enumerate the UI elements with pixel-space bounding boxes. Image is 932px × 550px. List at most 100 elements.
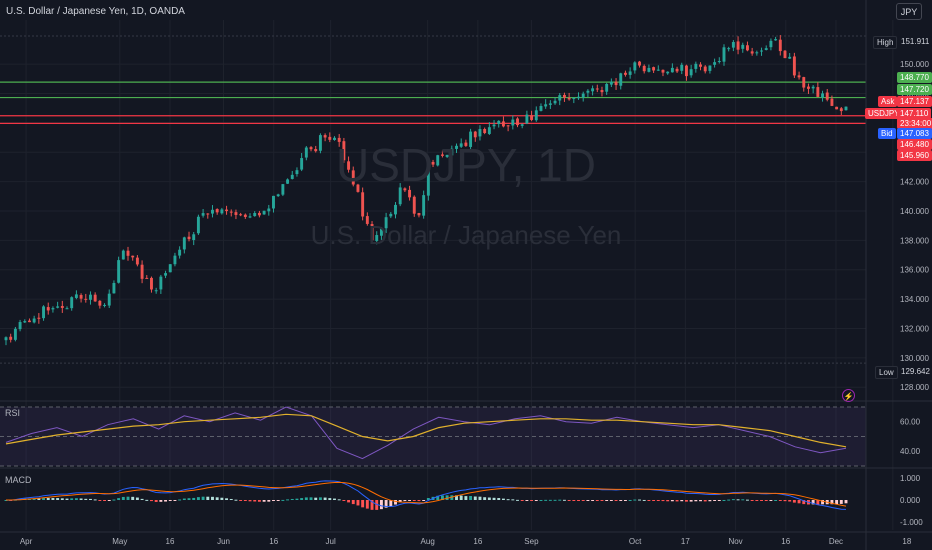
time-tick-label: Sep — [524, 537, 539, 546]
macd-histogram-bar — [220, 497, 224, 500]
candle-body — [708, 65, 712, 71]
candle-body — [28, 320, 31, 323]
macd-histogram-bar — [633, 499, 637, 501]
macd-histogram-bar — [196, 497, 200, 500]
price-tick-label: 130.000 — [900, 354, 929, 363]
candle-body — [328, 136, 332, 140]
candle-body — [286, 179, 290, 184]
candle-body — [680, 64, 684, 71]
candle-body — [262, 210, 266, 215]
macd-histogram-bar — [318, 497, 322, 500]
macd-histogram-bar — [530, 500, 534, 501]
macd-histogram-bar — [638, 499, 641, 501]
macd-histogram-bar — [647, 500, 651, 501]
macd-histogram-bar — [525, 500, 529, 501]
candle-body — [135, 257, 139, 265]
candle-body — [323, 135, 327, 138]
macd-histogram-bar — [675, 500, 679, 502]
macd-histogram-bar — [173, 500, 177, 501]
symbol-label-tag: USDJPY — [865, 108, 903, 119]
macd-histogram-bar — [666, 500, 670, 502]
macd-histogram-bar — [497, 498, 501, 500]
macd-histogram-bar — [300, 498, 304, 500]
macd-histogram-bar — [835, 500, 839, 505]
macd-histogram-bar — [520, 500, 524, 501]
price-tick-label: 128.000 — [900, 383, 929, 392]
candle-body — [46, 307, 50, 311]
macd-histogram-bar — [708, 500, 712, 502]
candle-body — [426, 162, 430, 196]
candle-body — [684, 65, 688, 77]
price-tick-label: 134.000 — [900, 295, 929, 304]
macd-histogram-bar — [811, 500, 815, 505]
macd-histogram-bar — [422, 500, 426, 501]
currency-button[interactable]: JPY — [896, 3, 922, 20]
candle-body — [745, 45, 749, 51]
candle-body — [239, 214, 243, 216]
macd-histogram-bar — [595, 500, 599, 501]
macd-histogram-bar — [201, 496, 205, 500]
candle-body — [248, 216, 252, 218]
macd-histogram-bar — [304, 497, 308, 500]
lightning-icon[interactable]: ⚡ — [842, 389, 855, 402]
macd-histogram-bar — [234, 499, 238, 501]
time-tick-label: Apr — [20, 537, 33, 546]
candle-body — [314, 149, 318, 152]
macd-histogram-bar — [70, 498, 74, 500]
time-tick-label: Dec — [829, 537, 843, 546]
macd-histogram-bar — [42, 497, 45, 500]
last-price-tag: 147.110 — [897, 108, 932, 119]
macd-histogram-bar — [211, 496, 214, 500]
candle-body — [506, 125, 510, 127]
candle-body — [699, 64, 702, 67]
macd-histogram-bar — [506, 499, 510, 501]
rsi-label: RSI — [5, 408, 21, 418]
macd-histogram-bar — [501, 498, 505, 500]
rsi-ma-line — [5, 413, 847, 448]
candle-body — [375, 235, 379, 241]
macd-histogram-bar — [816, 500, 820, 505]
bid-value-tag: 147.083 — [897, 128, 932, 139]
candle-body — [79, 295, 83, 299]
candle-body — [394, 204, 397, 215]
macd-histogram-bar — [755, 500, 759, 501]
macd-histogram-bar — [783, 500, 787, 502]
macd-histogram-bar — [797, 500, 801, 504]
macd-histogram-bar — [379, 500, 383, 510]
candle-body — [309, 147, 313, 150]
macd-histogram-bar — [670, 500, 674, 502]
ask-label-tag: Ask — [878, 96, 898, 107]
low-label-tag: Low — [875, 366, 898, 379]
candle-body — [379, 227, 383, 236]
macd-histogram-bar — [821, 500, 824, 505]
time-tick-label: Jun — [217, 537, 230, 546]
candle-body — [93, 294, 97, 302]
rsi-line — [5, 406, 847, 460]
macd-histogram-bar — [389, 500, 393, 507]
candle-body — [365, 216, 369, 224]
macd-histogram-bar — [178, 499, 182, 501]
macd-histogram-bar — [844, 500, 848, 504]
candle-body — [445, 154, 449, 157]
macd-histogram-bar — [600, 500, 604, 501]
macd-histogram-bar — [680, 500, 684, 502]
macd-histogram-bar — [164, 500, 168, 502]
candle-body — [802, 77, 806, 88]
rsi-tick-label: 40.00 — [900, 447, 921, 456]
candle-body — [670, 67, 674, 73]
candle-body — [666, 71, 670, 74]
signal-line — [6, 481, 847, 507]
candle-body — [792, 56, 796, 76]
macd-histogram-bar — [333, 498, 336, 500]
candle-body — [384, 217, 388, 229]
macd-histogram-bar — [182, 498, 186, 500]
candle-body — [764, 48, 768, 50]
macd-histogram-bar — [140, 498, 144, 500]
candle-body — [295, 170, 299, 175]
candle-body — [731, 42, 735, 48]
candle-body — [736, 41, 740, 50]
macd-histogram-bar — [689, 500, 693, 502]
candle-body — [234, 212, 238, 215]
macd-histogram-bar — [684, 500, 688, 502]
